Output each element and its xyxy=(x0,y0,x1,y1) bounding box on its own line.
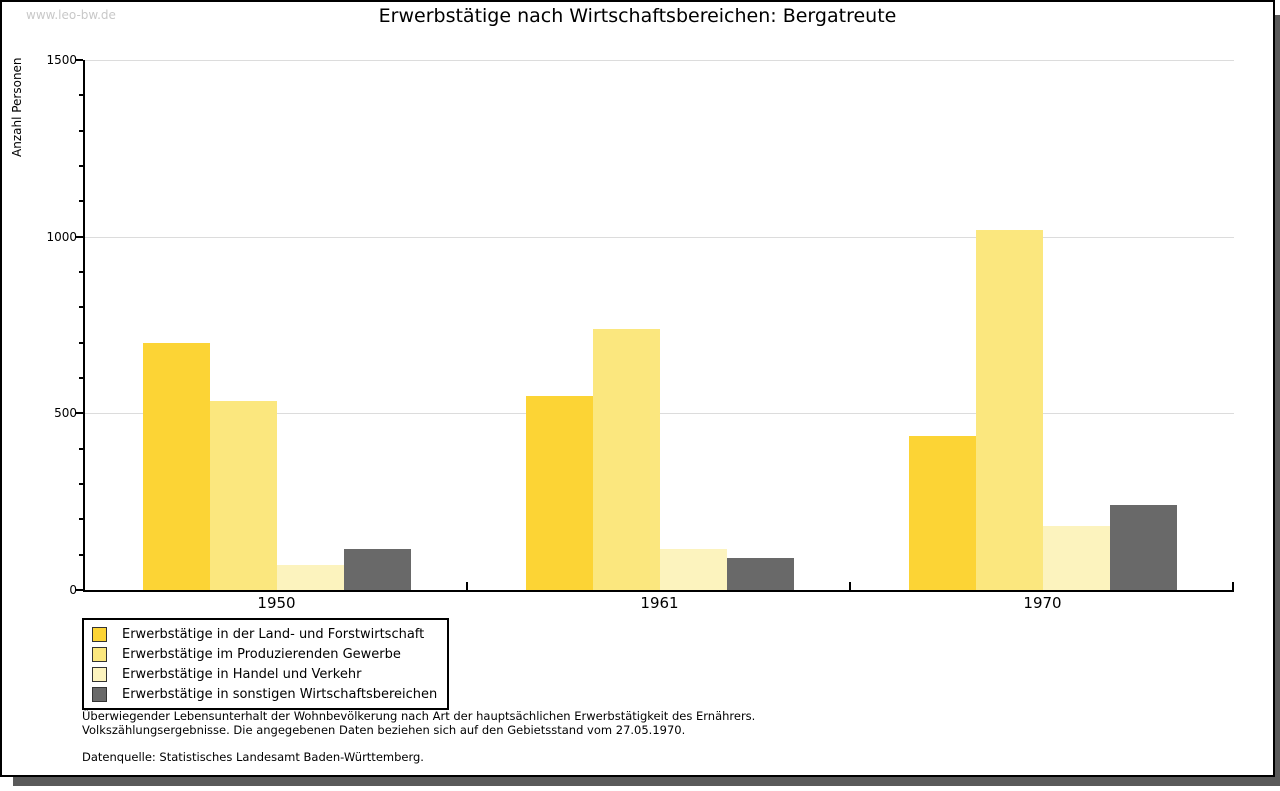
legend-label: Erwerbstätige in der Land- und Forstwirt… xyxy=(122,626,425,642)
y-axis-tick xyxy=(75,589,83,591)
bar xyxy=(975,229,1043,590)
y-axis-minor-tick xyxy=(79,94,83,97)
bar xyxy=(592,328,660,590)
y-axis-tick xyxy=(75,59,83,61)
x-axis-tick xyxy=(1232,582,1234,590)
y-axis-minor-tick xyxy=(79,129,83,132)
legend-item: Erwerbstätige im Produzierenden Gewerbe xyxy=(92,644,437,664)
y-tick-label: 1500 xyxy=(46,53,77,67)
bar xyxy=(525,395,593,590)
gridline xyxy=(85,60,1234,61)
bar xyxy=(726,558,794,590)
y-tick-label: 500 xyxy=(54,406,77,421)
legend-item: Erwerbstätige in der Land- und Forstwirt… xyxy=(92,624,437,644)
footnote-line2: Volkszählungsergebnisse. Die angegebenen… xyxy=(82,723,686,737)
bar xyxy=(659,549,727,590)
legend-swatch xyxy=(92,646,107,662)
bar xyxy=(343,549,411,590)
x-category-label: 1950 xyxy=(257,594,296,612)
x-axis-tick xyxy=(849,582,851,590)
y-axis-minor-tick xyxy=(79,483,83,485)
y-axis-minor-tick xyxy=(79,553,83,556)
y-axis-minor-tick xyxy=(79,377,83,379)
x-axis-tick xyxy=(466,582,468,590)
bar xyxy=(276,565,344,590)
x-category-label: 1961 xyxy=(640,594,679,612)
legend-item: Erwerbstätige in Handel und Verkehr xyxy=(92,664,437,684)
bar xyxy=(908,436,976,590)
plot-area: 0 500 1000 1500 1950 1961 1970 xyxy=(46,54,1234,612)
legend-item: Erwerbstätige in sonstigen Wirtschaftsbe… xyxy=(92,684,437,704)
legend-label: Erwerbstätige in sonstigen Wirtschaftsbe… xyxy=(122,686,438,702)
legend-swatch xyxy=(92,666,107,682)
y-axis-minor-tick xyxy=(79,447,83,450)
y-axis-minor-tick xyxy=(79,306,83,309)
x-category-label: 1970 xyxy=(1023,594,1062,612)
legend-swatch xyxy=(92,686,107,702)
footnote-line1: Überwiegender Lebensunterhalt der Wohnbe… xyxy=(82,709,756,723)
watermark: www.leo-bw.de xyxy=(26,8,116,22)
footnote: Überwiegender Lebensunterhalt der Wohnbe… xyxy=(82,709,755,737)
gridline xyxy=(85,236,1234,238)
y-tick-label: 0 xyxy=(69,583,77,597)
legend-swatch xyxy=(92,626,107,642)
y-axis-minor-tick xyxy=(79,200,83,203)
bar xyxy=(1109,505,1177,590)
legend-label: Erwerbstätige in Handel und Verkehr xyxy=(122,666,362,682)
bar xyxy=(142,342,210,590)
gridline xyxy=(85,413,1234,415)
y-axis-minor-tick xyxy=(79,271,83,273)
bar xyxy=(209,400,277,590)
y-tick-label: 1000 xyxy=(46,229,77,244)
chart-frame: www.leo-bw.de Erwerbstätige nach Wirtsch… xyxy=(0,0,1275,777)
legend-label: Erwerbstätige im Produzierenden Gewerbe xyxy=(122,646,401,662)
y-axis-tick xyxy=(75,412,83,415)
y-axis-tick xyxy=(75,235,83,238)
legend: Erwerbstätige in der Land- und Forstwirt… xyxy=(82,618,450,710)
y-axis-minor-tick xyxy=(79,165,83,167)
data-source: Datenquelle: Statistisches Landesamt Bad… xyxy=(82,750,424,764)
chart-title: Erwerbstätige nach Wirtschaftsbereichen:… xyxy=(378,5,897,27)
y-axis-minor-tick xyxy=(79,341,83,344)
bar xyxy=(1042,526,1110,590)
y-axis-label: Anzahl Personen xyxy=(10,57,24,157)
y-axis-minor-tick xyxy=(79,518,83,521)
